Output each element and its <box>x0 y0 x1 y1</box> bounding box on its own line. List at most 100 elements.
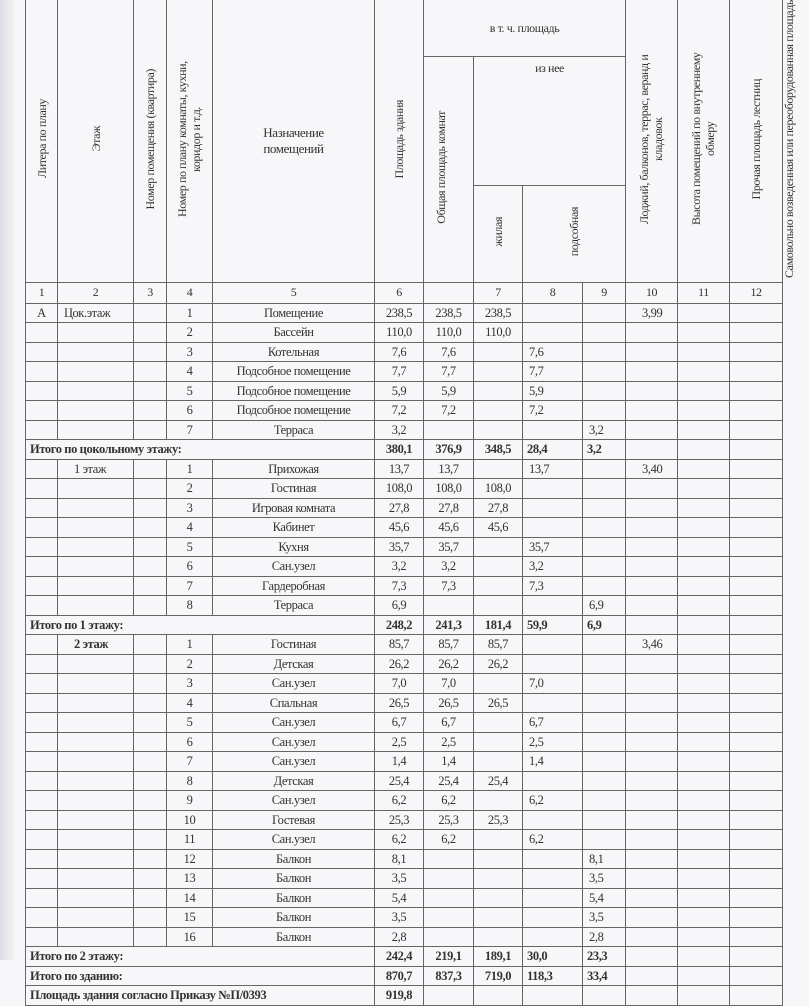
cell-purpose: Сан.узел <box>212 731 375 753</box>
cell-living-area <box>473 380 523 402</box>
cell-room-no: 4 <box>166 692 213 714</box>
cell-building-area: 35,7 <box>374 536 424 558</box>
subtotal-row: Итого по цокольному этажу: 380,1 376,9 348,… <box>25 439 784 460</box>
cell-living-area: 26,5 <box>473 692 523 714</box>
subtotal-cell: 380,1 <box>374 439 424 460</box>
cell-auxiliary-area <box>522 907 583 928</box>
cell-purpose: Подсобное помещение <box>212 380 375 402</box>
subtotal-cell: 219,1 <box>423 946 474 967</box>
cell-room-no: 2 <box>166 478 213 499</box>
cell-apartment <box>133 478 167 499</box>
cell-auxiliary-area: 6,2 <box>522 829 583 850</box>
cell-auxiliary-area <box>522 595 583 616</box>
cell-floor <box>57 341 134 363</box>
cell-building-area: 26,5 <box>374 692 424 714</box>
cell-auxiliary-area <box>522 809 583 831</box>
cell-floor <box>57 400 134 421</box>
cell-rooms-total: 108,0 <box>423 478 474 499</box>
cell-floor <box>57 536 134 558</box>
cell-unauthorized-area <box>729 926 784 948</box>
cell-living-area <box>473 361 523 382</box>
subtotal-row: Итого по 1 этажу: 248,2 241,3 181,4 59,9 6,9 <box>25 614 784 636</box>
column-number: 5 <box>212 281 375 304</box>
cell-room-height <box>625 770 679 792</box>
cell-living-area <box>473 341 523 363</box>
cell-floor <box>57 361 134 382</box>
column-number: 8 <box>522 281 583 304</box>
cell-stairs-area <box>677 302 731 324</box>
cell-loggia-area <box>581 790 627 811</box>
cell-unauthorized-area <box>729 419 784 441</box>
cell-stairs-area <box>677 478 731 499</box>
cell-apartment <box>133 556 167 577</box>
cell-floor <box>57 887 134 909</box>
header-room-no: Номер по плану комнаты, кухни, коридор и… <box>166 0 213 283</box>
cell-floor <box>57 809 134 831</box>
cell-floor <box>57 380 134 402</box>
cell-loggia-area <box>581 731 627 753</box>
header-litera: Литера по плану <box>25 0 58 283</box>
cell-room-height <box>625 673 679 694</box>
cell-auxiliary-area: 2,5 <box>522 731 583 753</box>
subtotal-cell <box>625 439 679 460</box>
subtotal-cell <box>677 985 731 1006</box>
cell-stairs-area <box>677 653 731 675</box>
column-number: 1 <box>25 281 58 304</box>
cell-unauthorized-area <box>729 536 784 558</box>
cell-loggia-area <box>581 341 627 363</box>
cell-living-area <box>473 887 523 909</box>
cell-apartment <box>133 751 167 772</box>
cell-stairs-area <box>677 556 731 577</box>
cell-living-area: 45,6 <box>473 517 523 538</box>
cell-building-area: 2,8 <box>374 926 424 948</box>
cell-building-area: 3,5 <box>374 868 424 889</box>
cell-room-height <box>625 712 679 733</box>
cell-litera <box>25 731 58 753</box>
cell-floor <box>57 556 134 577</box>
cell-purpose: Терраса <box>212 595 375 616</box>
subtotal-label: Итого по зданию: <box>25 965 375 987</box>
cell-loggia-area <box>581 575 627 597</box>
cell-litera <box>25 848 58 870</box>
column-number: 2 <box>57 281 134 304</box>
cell-unauthorized-area <box>729 341 784 363</box>
cell-room-no: 5 <box>166 712 213 733</box>
column-number: 9 <box>581 281 627 304</box>
table-row: 4 Спальная 26,5 26,5 26,5 <box>25 692 784 714</box>
cell-building-area: 27,8 <box>374 497 424 519</box>
cell-loggia-area: 3,5 <box>581 868 627 889</box>
cell-unauthorized-area <box>729 673 784 694</box>
cell-room-height: 3,40 <box>625 458 679 480</box>
cell-floor: 1 этаж <box>57 458 134 480</box>
cell-apartment <box>133 770 167 792</box>
table-row: 3 Сан.узел 7,0 7,0 7,0 <box>25 673 784 694</box>
cell-living-area <box>473 400 523 421</box>
table-row: 6 Сан.узел 3,2 3,2 3,2 <box>25 556 784 577</box>
subtotal-cell: 118,3 <box>522 965 583 987</box>
header-apartment: Номер помещения (квартира) <box>133 0 167 283</box>
cell-unauthorized-area <box>729 653 784 675</box>
table-row: 6 Сан.узел 2,5 2,5 2,5 <box>25 731 784 753</box>
cell-building-area: 85,7 <box>374 634 424 655</box>
cell-living-area <box>473 556 523 577</box>
cell-stairs-area <box>677 712 731 733</box>
cell-building-area: 7,7 <box>374 361 424 382</box>
cell-room-no: 3 <box>166 673 213 694</box>
subtotal-row: Итого по 2 этажу: 242,4 219,1 189,1 30,0 23,3 <box>25 946 784 967</box>
cell-floor <box>57 673 134 694</box>
cell-auxiliary-area <box>522 653 583 675</box>
cell-unauthorized-area <box>729 692 784 714</box>
cell-purpose: Сан.узел <box>212 712 375 733</box>
cell-rooms-total: 2,5 <box>423 731 474 753</box>
cell-floor <box>57 322 134 343</box>
cell-rooms-total <box>423 868 474 889</box>
table-row: 15 Балкон 3,5 3,5 <box>25 907 784 928</box>
cell-purpose: Детская <box>212 770 375 792</box>
cell-rooms-total: 238,5 <box>423 302 474 324</box>
cell-unauthorized-area <box>729 380 784 402</box>
cell-auxiliary-area: 7,3 <box>522 575 583 597</box>
cell-living-area <box>473 926 523 948</box>
subtotal-cell: 3,2 <box>581 439 627 460</box>
subtotal-label: Итого по 2 этажу: <box>25 946 375 967</box>
cell-auxiliary-area <box>522 497 583 519</box>
